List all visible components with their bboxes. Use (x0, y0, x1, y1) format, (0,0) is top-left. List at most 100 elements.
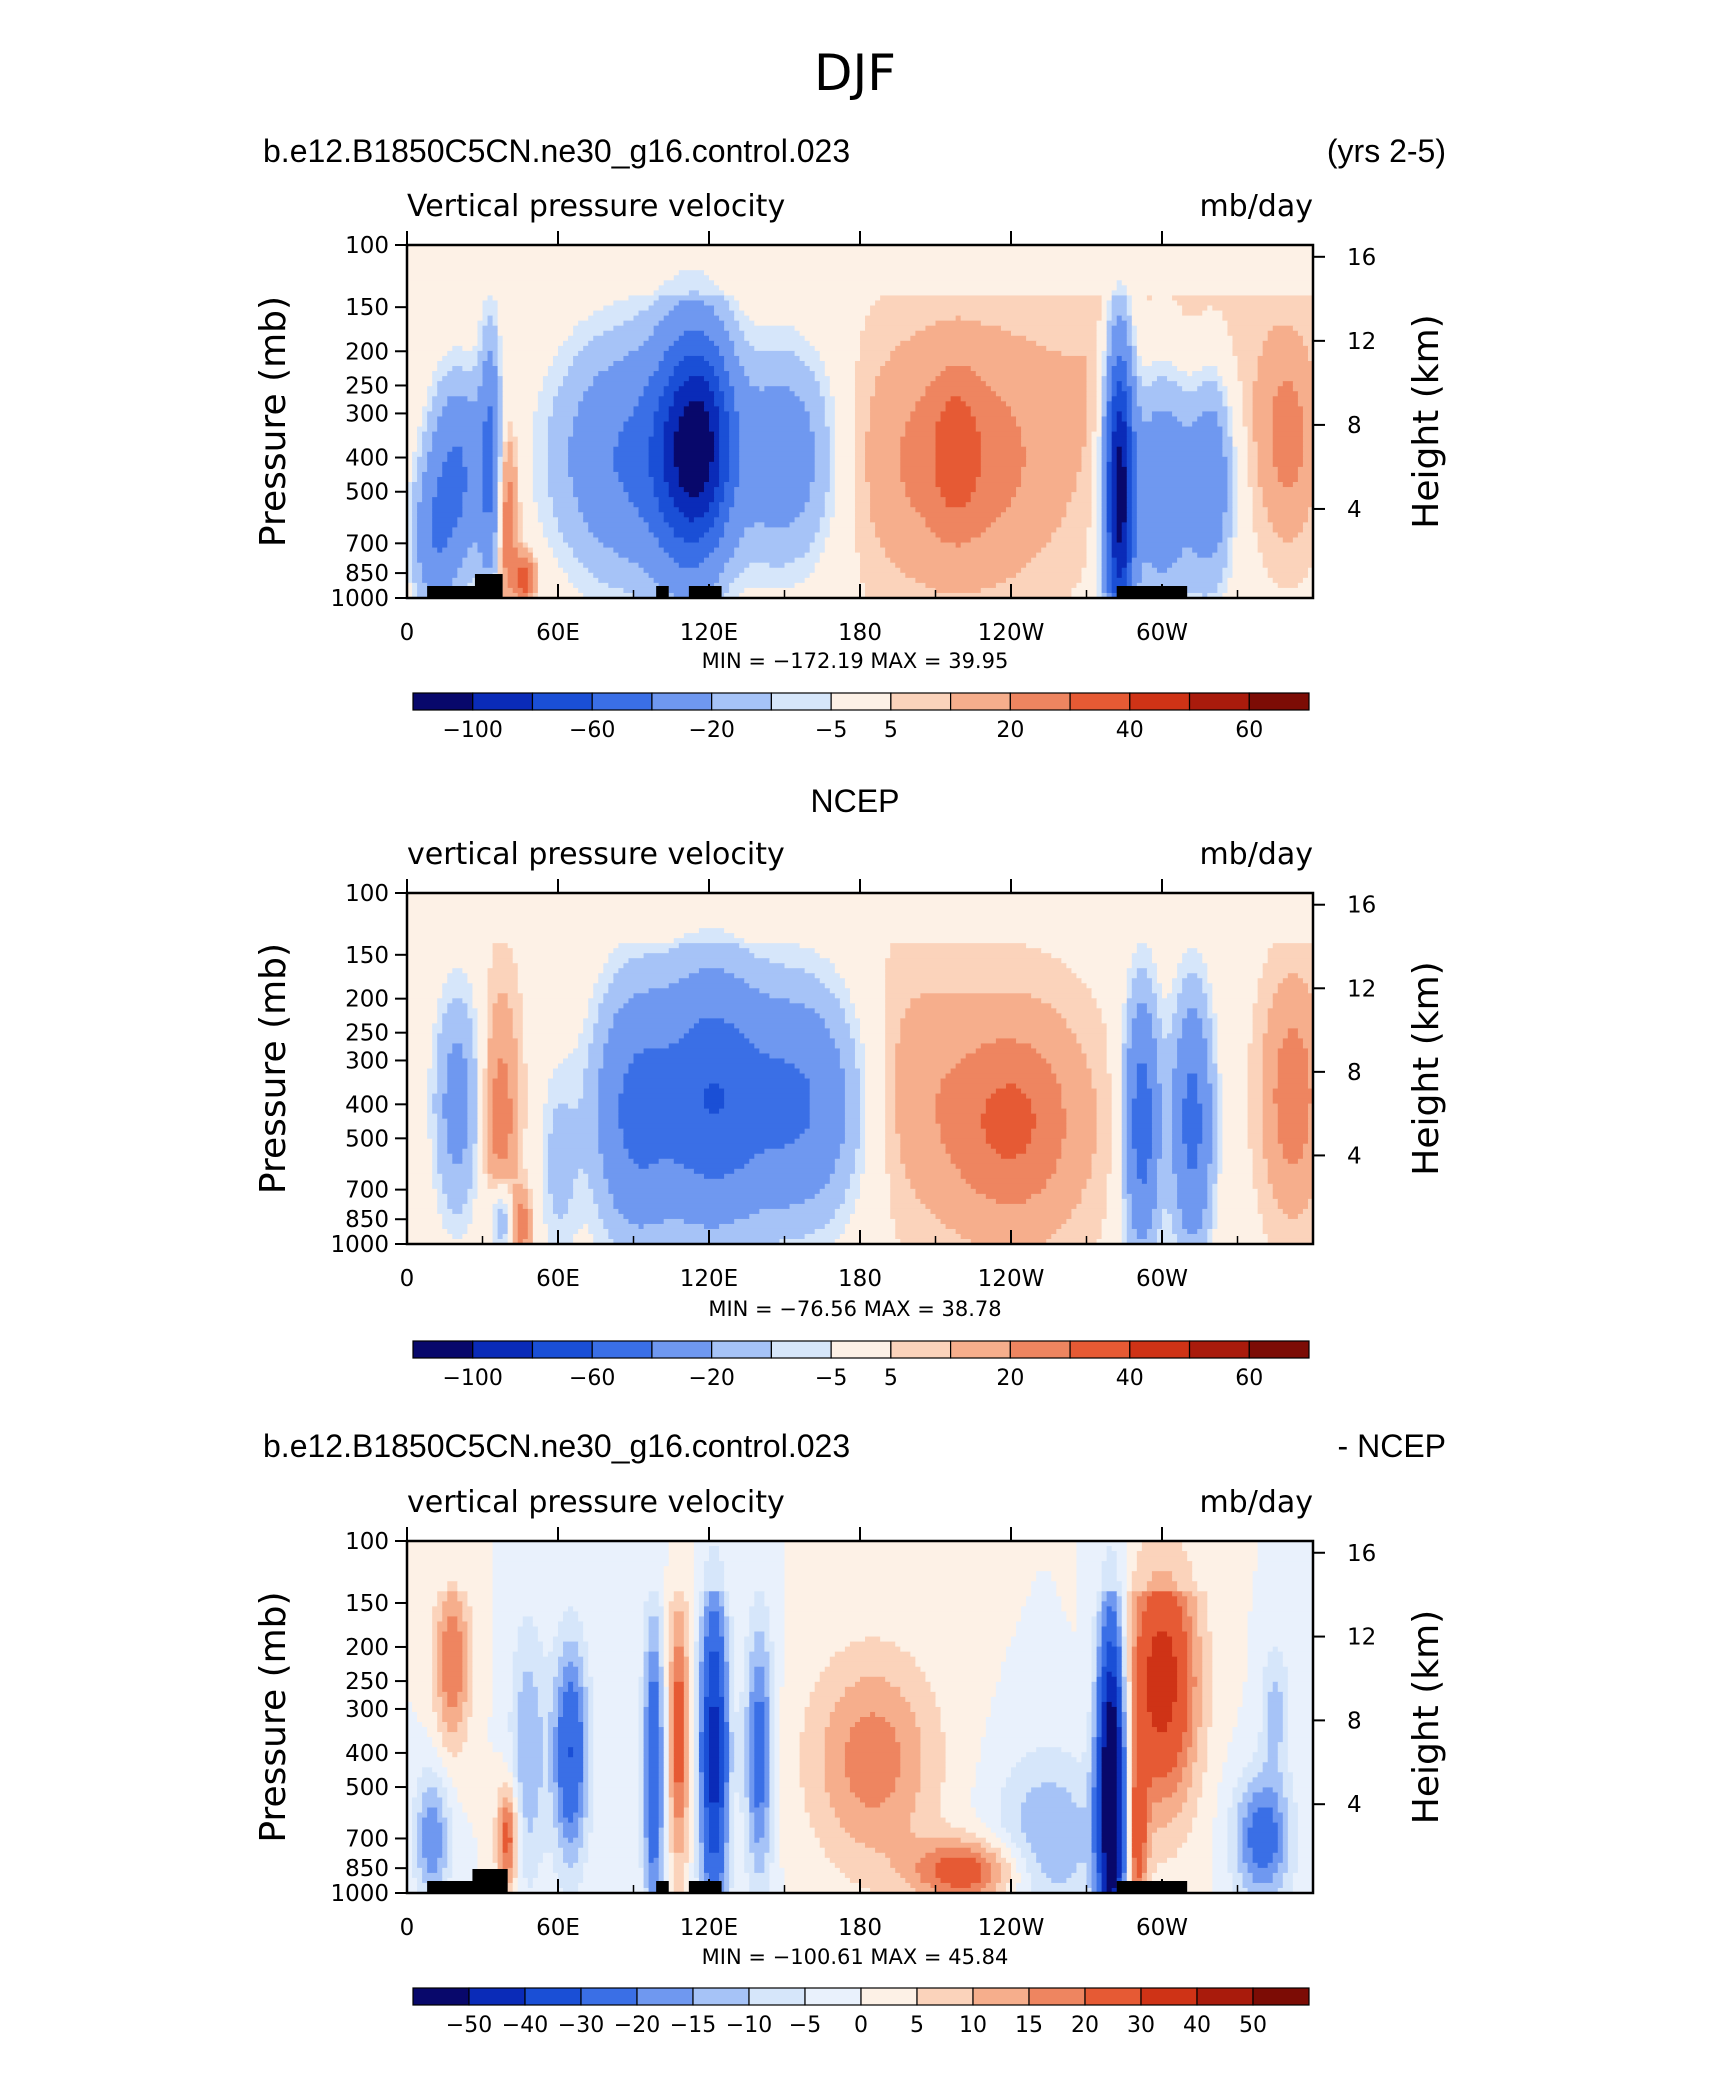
contour-cell (1156, 963, 1178, 969)
contour-cell (703, 1576, 725, 1582)
contour-cell (1096, 471, 1103, 478)
contour-cell (1121, 1033, 1128, 1040)
contour-cell (593, 376, 650, 382)
contour-cell (1091, 1173, 1108, 1180)
contour-cell (1111, 416, 1118, 423)
contour-cell (1232, 562, 1264, 569)
contour-cell (643, 953, 755, 959)
contour-cell (1272, 441, 1304, 448)
contour-cell (739, 471, 816, 478)
contour-cell (648, 988, 760, 994)
contour-cell (854, 386, 876, 392)
contour-cell (1066, 1113, 1098, 1120)
contour-cell (824, 396, 836, 402)
contour-cell (834, 411, 856, 418)
contour-cell (673, 451, 715, 458)
contour-cell (492, 542, 499, 549)
contour-cell (1121, 1073, 1128, 1080)
contour-cell (452, 1153, 463, 1160)
contour-cell (1207, 973, 1264, 979)
contour-cell (1041, 948, 1138, 954)
contour-cell (432, 1093, 443, 1100)
contour-cell (1136, 582, 1218, 589)
contour-cell (1217, 587, 1229, 594)
contour-cell (507, 1148, 519, 1155)
contour-cell (1277, 466, 1299, 473)
contour-cell (552, 502, 579, 508)
contour-cell (437, 1601, 443, 1607)
contour-cell (432, 542, 448, 549)
contour-cell (447, 1008, 468, 1014)
contour-cell (1237, 471, 1249, 478)
contour-cell (970, 497, 1012, 503)
contour-cell (482, 471, 494, 478)
contour-cell (1207, 993, 1213, 999)
contour-cell (462, 1203, 474, 1210)
contour-cell (613, 466, 650, 473)
contour-cell (512, 482, 519, 488)
contour-cell (547, 1143, 599, 1150)
contour-cell (507, 943, 619, 949)
contour-cell (502, 340, 564, 347)
contour-cell (1136, 1093, 1153, 1100)
contour-cell (734, 295, 881, 302)
contour-cell (1131, 436, 1138, 443)
contour-cell (1212, 1093, 1218, 1100)
contour-cell (467, 396, 479, 402)
contour-cell (673, 275, 710, 281)
contour-cell (1126, 456, 1133, 463)
contour-cell (1101, 567, 1108, 574)
contour-cell (527, 1218, 534, 1225)
contour-cell (819, 391, 831, 397)
contour-cell (693, 1616, 700, 1623)
contour-cell (1106, 537, 1113, 544)
contour-cell (537, 592, 584, 599)
contour-cell (487, 320, 494, 327)
contour-cell (1277, 476, 1299, 483)
contour-cell (1146, 1581, 1178, 1587)
contour-cell (1247, 1048, 1264, 1055)
contour-cell (1091, 1153, 1113, 1160)
contour-cell (482, 330, 499, 337)
contour-cell (1106, 1208, 1123, 1215)
contour-cell (568, 446, 614, 453)
contour-cell (467, 1188, 479, 1195)
contour-cell (1257, 1551, 1314, 1557)
contour-cell (542, 376, 564, 382)
contour-cell (517, 1223, 529, 1230)
contour-cell (673, 1596, 685, 1602)
contour-cell (1126, 1048, 1158, 1055)
contour-cell (1151, 1088, 1163, 1095)
contour-cell (724, 532, 745, 539)
contour-cell (754, 953, 821, 959)
contour-cell (729, 582, 796, 589)
contour-cell (522, 1153, 544, 1160)
contour-cell (724, 360, 740, 367)
contour-cell (1106, 376, 1113, 382)
contour-cell (472, 1626, 494, 1633)
contour-cell (724, 1606, 730, 1612)
contour-cell (1151, 360, 1173, 367)
contour-cell (437, 1208, 453, 1215)
contour-cell (1262, 1213, 1289, 1220)
contour-cell (532, 476, 549, 483)
contour-cell (714, 582, 730, 589)
contour-cell (724, 968, 806, 974)
contour-cell (965, 401, 1007, 407)
contour-cell (1247, 1616, 1314, 1623)
contour-cell (1212, 552, 1229, 559)
contour-cell (1111, 1083, 1123, 1090)
contour-cell (865, 325, 927, 332)
contour-cell (1192, 1621, 1198, 1628)
contour-cell (1292, 386, 1314, 392)
contour-cell (1187, 1093, 1198, 1100)
contour-cell (814, 446, 831, 453)
contour-cell (1091, 1078, 1113, 1085)
contour-cell (1302, 416, 1314, 423)
contour-cell (719, 446, 730, 453)
contour-cell (578, 587, 625, 594)
contour-cell (870, 502, 911, 508)
contour-cell (1287, 973, 1299, 979)
contour-cell (890, 948, 1042, 954)
contour-cell (547, 1153, 604, 1160)
